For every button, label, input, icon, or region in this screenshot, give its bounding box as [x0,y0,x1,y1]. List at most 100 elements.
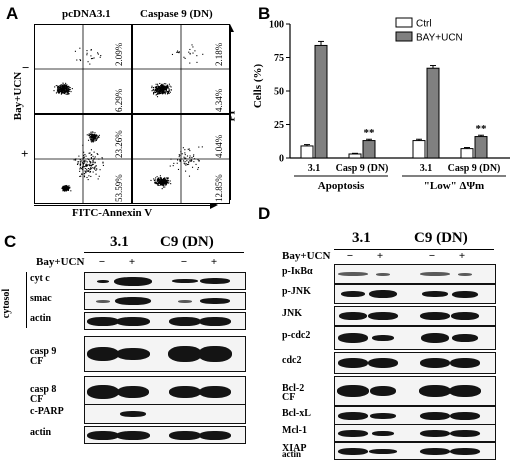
band [450,447,480,455]
c-row-label-cf: CF [30,356,44,367]
band [341,291,365,297]
band [338,358,368,368]
band [87,316,119,326]
band [450,429,480,437]
x-category-label: 3.1 [308,163,321,174]
bar-bay-ucn [314,44,328,159]
legend-swatch [395,17,413,28]
band [338,429,368,437]
flow-y-arrowhead [226,24,234,32]
band [370,413,396,419]
significance-stars: ** [476,123,488,135]
y-tick-label: 50 [274,87,284,98]
band [420,447,450,455]
band [117,386,149,398]
q-tl-ur: 2.09% [114,42,124,66]
band [198,346,232,362]
band [338,412,368,420]
band [452,334,478,342]
c-sign: − [180,256,188,268]
d-blot-Bcl-xL [334,406,496,426]
band [370,386,396,396]
y-tick-label: 75 [274,53,284,64]
band [116,348,150,360]
c-row-label: c-PARP [30,406,64,417]
bar-bay-ucn [426,67,440,159]
d-blot-Bcl-2 [334,376,496,406]
band [338,447,368,455]
d-row-label-actin: actin [282,449,301,459]
band [421,333,449,343]
panel-a-label: A [6,4,19,23]
d-row-label: JNK [282,308,302,319]
d-sign: − [346,250,354,262]
d-row-label: Bcl-2 [282,383,305,394]
band [114,276,152,286]
band [368,312,398,320]
band [116,316,150,326]
bar-bay-ucn [474,136,488,159]
c-row-label: casp 9 [30,346,57,357]
c-group-c9dn: C9 (DN) [160,234,214,250]
band [419,385,451,397]
c-blot-actin [84,426,246,444]
band [199,386,231,398]
band [178,299,192,303]
legend-swatch [395,31,413,42]
flow-col2-title: Caspase 9 (DN) [140,8,213,20]
d-treat-label: Bay+UCN [282,250,331,262]
band [338,333,368,343]
q-br-lr: 12.85% [214,174,224,202]
band [450,358,480,368]
flow-minus-sign: − [22,60,30,75]
c-sign: − [98,256,106,268]
flow-plot-4 [132,114,230,204]
bar-ctrl [412,140,426,159]
band [372,335,394,341]
d-row-label: Mcl-1 [282,425,307,436]
band [420,312,450,320]
d-row-label: cdc2 [282,355,302,366]
band [376,272,390,276]
q-br-ur: 4.04% [214,134,224,158]
band [452,290,478,298]
flow-plus-sign: + [21,146,29,161]
band [369,290,397,298]
q-bl-lr: 53.59% [114,174,124,202]
flow-x-arrowhead [210,201,218,209]
c-row-label: actin [30,313,52,324]
band [169,316,201,326]
d-row-label-cf: CF [282,392,296,403]
flow-y-arrow [230,30,231,200]
band [369,448,397,454]
band [116,430,150,440]
q-tr-ur: 2.18% [214,42,224,66]
q-tr-lr: 4.34% [214,88,224,112]
bar-bay-ucn [362,140,376,159]
band [458,272,472,276]
band [420,358,450,368]
band [422,291,448,297]
band [420,412,450,420]
c-blot-casp 9 [84,336,246,372]
d-sign: − [428,250,436,262]
d-blot-XIAP [334,442,496,460]
c-treat-label: Bay+UCN [36,256,85,268]
bar-ctrl [300,145,314,159]
band [451,312,479,320]
d-group-3-1: 3.1 [352,230,371,246]
section-label: Apoptosis [318,180,365,192]
x-category-label: 3.1 [420,163,433,174]
band [368,358,398,368]
band [87,347,119,361]
c-row-label: actin [30,427,52,438]
x-category-label: Casp 9 (DN) [336,163,389,174]
c-row-label: smac [30,293,52,304]
band [449,385,481,397]
d-blot-JNK [334,306,496,326]
flow-x-arrow [34,205,212,206]
section-label: "Low" ΔΨm [424,180,484,192]
flow-x-axis-label: FITC-Annexin V [72,207,153,219]
band [200,298,230,304]
c-blot-actin [84,312,246,330]
